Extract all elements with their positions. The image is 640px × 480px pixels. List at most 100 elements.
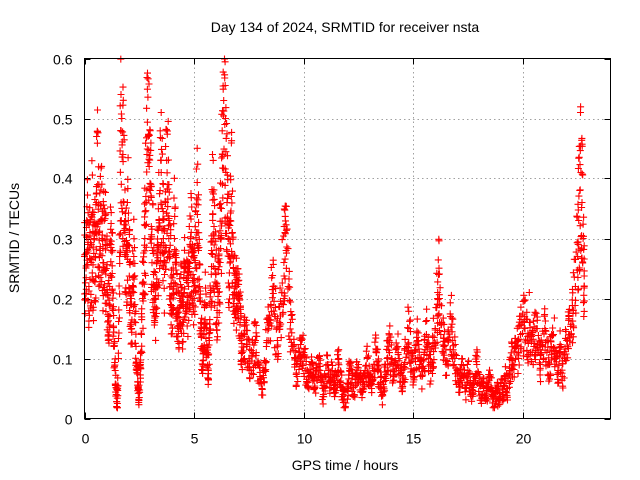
- data-point: [390, 376, 398, 384]
- data-point: [235, 270, 243, 278]
- data-point: [379, 392, 387, 400]
- data-point: [215, 201, 223, 209]
- data-point: [110, 303, 117, 311]
- data-point: [158, 134, 166, 142]
- data-point: [283, 243, 291, 251]
- data-point: [190, 295, 198, 302]
- data-point: [282, 226, 290, 234]
- data-point: [144, 69, 151, 77]
- data-point: [550, 314, 558, 322]
- data-point: [102, 265, 110, 272]
- data-point: [212, 321, 220, 329]
- data-point: [209, 156, 217, 164]
- data-point: [195, 191, 202, 199]
- data-point: [92, 245, 100, 253]
- data-point: [161, 258, 169, 266]
- data-point: [159, 180, 167, 187]
- data-point: [295, 344, 303, 352]
- data-point: [103, 232, 111, 240]
- data-point: [332, 389, 340, 397]
- data-point: [515, 349, 523, 357]
- data-point: [395, 355, 403, 362]
- data-point: [528, 358, 536, 365]
- data-point: [223, 213, 231, 221]
- data-point: [112, 391, 120, 398]
- data-point: [486, 366, 493, 374]
- data-point: [252, 329, 260, 337]
- data-point: [478, 381, 486, 389]
- data-point: [109, 246, 117, 254]
- data-point: [308, 353, 315, 361]
- data-point: [84, 297, 92, 305]
- data-point: [400, 374, 408, 382]
- data-point: [89, 261, 97, 269]
- data-point: [435, 235, 443, 243]
- data-point: [431, 344, 439, 352]
- data-point: [142, 243, 150, 251]
- data-point: [184, 333, 192, 340]
- data-point: [195, 218, 203, 226]
- data-point: [385, 331, 393, 339]
- data-point: [141, 291, 148, 299]
- data-point: [504, 396, 511, 404]
- data-point: [473, 361, 481, 368]
- data-point: [394, 343, 402, 350]
- data-point: [424, 341, 432, 348]
- data-point: [250, 370, 257, 378]
- data-point: [130, 275, 138, 283]
- data-point: [411, 341, 419, 349]
- data-point: [337, 368, 345, 376]
- data-point: [155, 281, 163, 289]
- data-point: [98, 252, 106, 260]
- data-point: [138, 349, 146, 357]
- data-point: [276, 284, 284, 292]
- data-point: [134, 383, 142, 391]
- data-point: [252, 337, 259, 344]
- data-point: [96, 189, 104, 197]
- data-point: [93, 139, 101, 147]
- data-point: [195, 294, 203, 302]
- data-point: [172, 258, 180, 266]
- data-point: [468, 397, 476, 405]
- data-point: [536, 371, 544, 379]
- data-point: [348, 374, 356, 382]
- data-point: [413, 315, 421, 323]
- data-point: [285, 267, 293, 275]
- data-point: [279, 301, 287, 309]
- data-point: [181, 234, 189, 242]
- data-point: [202, 284, 209, 292]
- data-point: [148, 259, 156, 267]
- data-point: [433, 304, 441, 312]
- data-point: [123, 199, 131, 206]
- data-point: [169, 306, 177, 314]
- data-point: [93, 127, 101, 135]
- data-point: [329, 361, 336, 369]
- data-point: [170, 285, 178, 293]
- data-point: [107, 220, 115, 227]
- data-point: [429, 359, 437, 367]
- data-point: [141, 290, 149, 298]
- data-point: [292, 382, 300, 390]
- data-point: [175, 344, 183, 352]
- data-point: [418, 385, 426, 393]
- data-point: [130, 318, 138, 326]
- data-point: [202, 290, 210, 298]
- data-point: [210, 186, 218, 194]
- data-point: [580, 232, 587, 240]
- data-point: [171, 203, 179, 211]
- data-point: [227, 240, 234, 248]
- data-point: [510, 373, 518, 381]
- data-point: [502, 388, 510, 396]
- data-point: [94, 129, 102, 137]
- data-point: [333, 373, 340, 380]
- data-point: [234, 265, 242, 272]
- data-point: [529, 335, 537, 343]
- data-point: [216, 259, 224, 266]
- data-point: [151, 295, 159, 302]
- x-tick-label: 20: [516, 431, 532, 447]
- data-point: [162, 259, 170, 267]
- data-point: [158, 205, 166, 212]
- data-point: [439, 341, 447, 349]
- data-point: [143, 104, 151, 112]
- data-point: [96, 264, 104, 272]
